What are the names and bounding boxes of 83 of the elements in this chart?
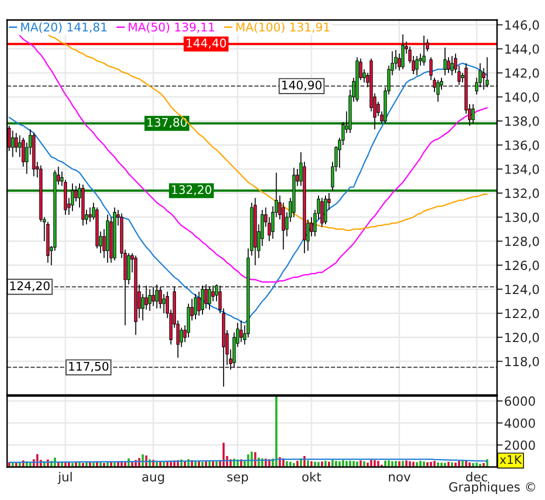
line-series: [19, 35, 488, 283]
ref-line-label: 144,40: [186, 38, 226, 49]
x-tick-label: dec: [466, 472, 488, 482]
candlestick: [450, 56, 454, 76]
ref-line-label: 140,90: [282, 80, 322, 91]
candlestick: [240, 320, 243, 343]
candlestick: [180, 327, 184, 348]
bar: [342, 460, 344, 467]
y-tick-label: 6000: [504, 396, 535, 406]
candlestick: [144, 285, 148, 310]
y-tick-label: 142,0: [505, 68, 539, 80]
bar: [142, 454, 144, 467]
y-tick-label: 140,0: [505, 92, 539, 104]
candlestick: [472, 104, 475, 124]
y-tick-label: 132,0: [505, 188, 539, 200]
bar: [377, 460, 380, 467]
candlestick: [70, 182, 74, 212]
candlestick: [162, 294, 166, 314]
candlestick: [204, 284, 208, 309]
bar: [254, 452, 256, 467]
bar: [391, 461, 394, 467]
candlestick: [324, 194, 328, 225]
text: x1K: [500, 455, 522, 464]
x-tick-label: sep: [227, 474, 248, 484]
bar: [145, 455, 148, 467]
y-tick-label: 122,0: [505, 308, 539, 320]
bar: [384, 460, 386, 467]
text: Graphiques ©: [449, 482, 536, 494]
candlestick: [422, 35, 426, 66]
bar: [370, 460, 372, 467]
ref-line-label: 132,20: [172, 185, 212, 196]
y-tick-label: 138,0: [505, 116, 539, 128]
ref-line-label: 124,20: [10, 281, 50, 292]
ref-line-label: 137,80: [148, 118, 187, 128]
bar: [486, 459, 488, 467]
y-tick-label: 136,0: [505, 140, 539, 152]
candlestick: [486, 56, 489, 88]
ref-line-label: 117,50: [69, 362, 108, 372]
x-tick-label: okt: [302, 472, 322, 482]
candlestick: [194, 294, 198, 320]
x-tick-label: nov: [388, 474, 410, 482]
candlestick: [443, 47, 447, 76]
legend-label: MA(20) 141,81: [21, 22, 107, 33]
candlestick: [74, 185, 78, 202]
bar: [374, 460, 376, 467]
y-tick-label: 4000: [504, 418, 535, 428]
y-tick-label: 118,0: [505, 356, 539, 368]
x-tick-label: jul: [58, 472, 72, 484]
candlestick: [148, 288, 152, 312]
candlestick: [415, 56, 418, 76]
bar: [388, 460, 390, 467]
bar: [12, 462, 14, 467]
bar: [131, 461, 134, 467]
bar: [366, 462, 369, 467]
candlestick: [446, 56, 450, 74]
candlestick: [429, 56, 433, 81]
bar: [250, 452, 253, 467]
candlestick: [200, 285, 204, 315]
y-tick-label: 146,0: [505, 20, 539, 32]
candlestick: [11, 130, 14, 158]
x-tick-label: aug: [142, 474, 164, 484]
legend-label: MA(50) 139,11: [128, 22, 214, 33]
bar: [247, 454, 250, 467]
candlestick: [401, 34, 404, 70]
candlestick: [208, 286, 212, 310]
y-tick-label: 130,0: [505, 212, 539, 224]
y-tick-label: 124,0: [505, 284, 539, 296]
y-tick-label: 126,0: [505, 260, 539, 272]
y-tick-label: 120,0: [505, 332, 539, 344]
candlestick: [88, 207, 92, 222]
candlestick: [211, 285, 215, 302]
y-tick-label: 144,0: [505, 44, 539, 56]
y-tick-label: 2000: [504, 440, 535, 450]
candlestick: [436, 80, 440, 102]
candlestick: [14, 132, 18, 153]
candlestick: [320, 197, 324, 228]
candlestick: [18, 134, 22, 158]
y-tick-label: 128,0: [505, 236, 539, 248]
y-tick-label: 134,0: [505, 164, 539, 176]
candlestick: [155, 284, 158, 309]
legend-label: MA(100) 131,91: [236, 22, 330, 33]
candlestick: [152, 286, 155, 307]
bar: [275, 396, 278, 467]
